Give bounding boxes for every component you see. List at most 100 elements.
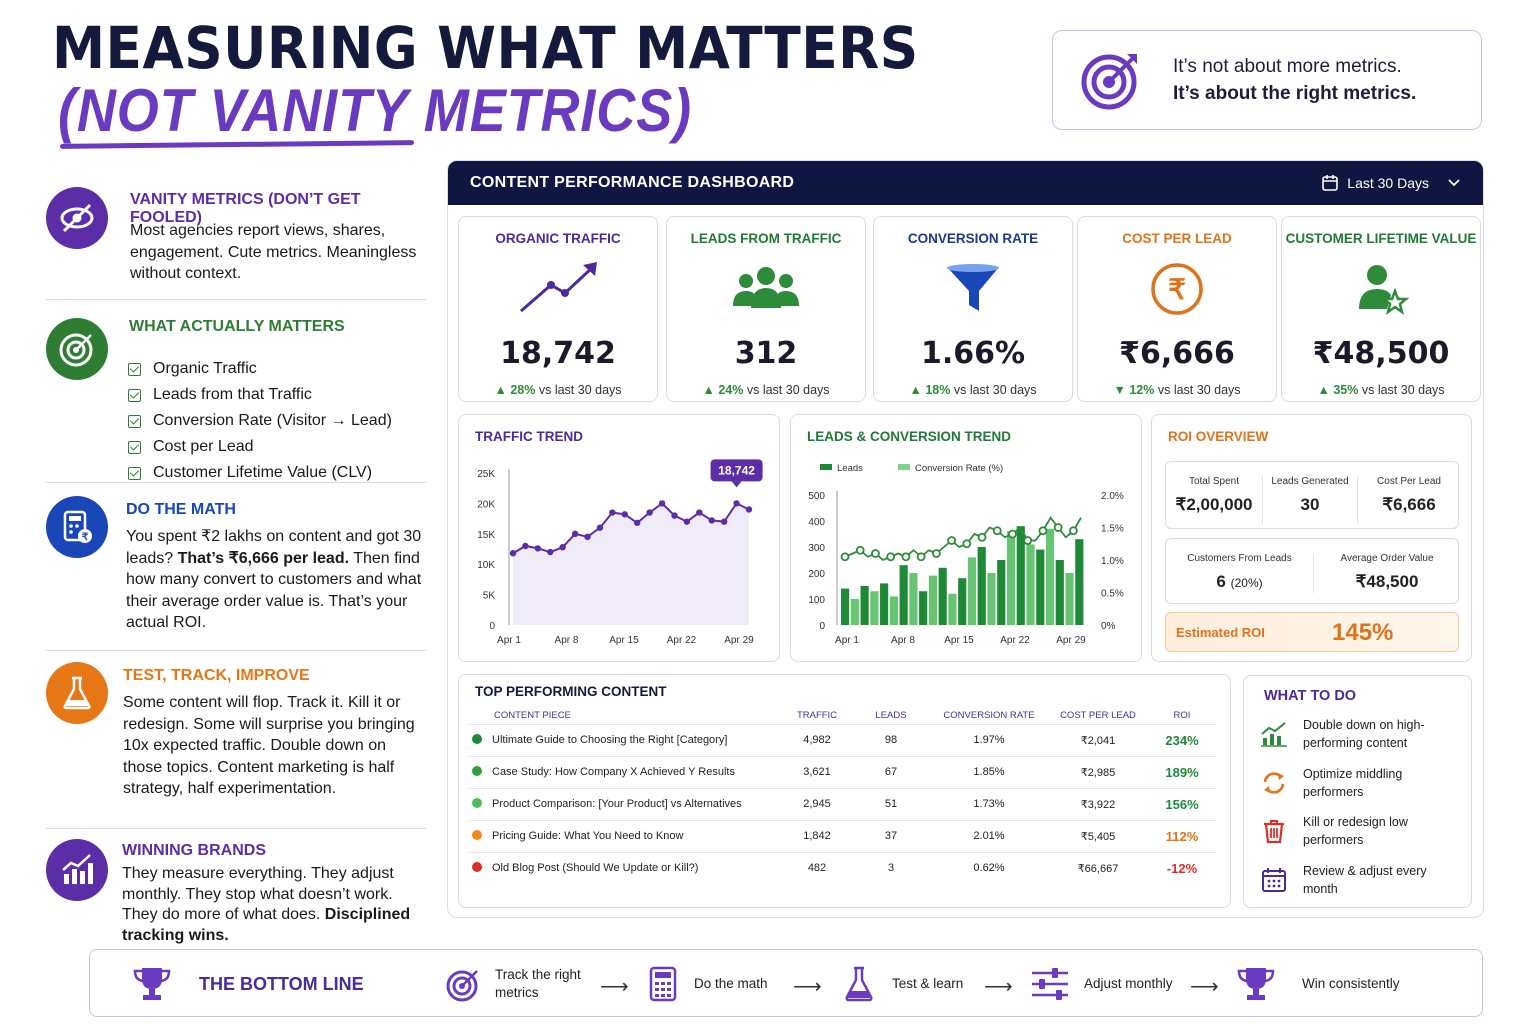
kpi-value: ₹6,666 xyxy=(1119,336,1235,371)
bar xyxy=(1065,573,1074,625)
bar xyxy=(958,578,967,625)
calendar-icon xyxy=(1262,868,1286,892)
cost-per-lead-cell: ₹2,985 xyxy=(1048,755,1148,788)
bar xyxy=(967,557,977,625)
status-dot xyxy=(472,862,482,873)
status-dot xyxy=(472,734,482,744)
calculator-icon: ₹ xyxy=(46,496,108,558)
vanity-text: Most agencies report views, shares, enga… xyxy=(130,222,417,282)
flask-icon xyxy=(46,662,108,724)
data-point xyxy=(1053,523,1063,532)
checkbox-icon xyxy=(128,414,141,428)
traffic-cell: 1,842 xyxy=(782,819,852,852)
y-tick-label: 200 xyxy=(808,569,825,580)
roi-cell: -12% xyxy=(1148,851,1216,884)
todo-item: Double down on high-performing content xyxy=(1260,716,1453,752)
series-line xyxy=(844,516,1082,562)
cost-per-lead-cell: ₹66,667 xyxy=(1048,851,1148,884)
conversion-cell: 2.01% xyxy=(930,819,1048,852)
data-point xyxy=(977,532,987,542)
arrow-right-icon: ⟶ xyxy=(793,976,822,998)
kpi-change: ▲ 18% vs last 30 days xyxy=(909,383,1037,397)
estimated-roi-box: Estimated ROI 145% xyxy=(1165,612,1459,652)
todo-item: Review & adjust every month xyxy=(1260,862,1453,898)
top-content-panel: TOP PERFORMING CONTENT xyxy=(458,674,1231,908)
leads-trend-chart: Leads Conversion Rate (%) 0 100 200 300 400 500… xyxy=(808,463,1124,646)
kpi-card-organic-traffic[interactable]: ORGANIC TRAFFIC 18,742 ▲ 28% vs last 30 … xyxy=(458,216,658,402)
roi-cell: 112% xyxy=(1148,819,1216,852)
kpi-change: ▲ 28% vs last 30 days xyxy=(494,383,622,397)
table-row[interactable]: Ultimate Guide to Choosing the Right [Ca… xyxy=(466,723,1216,756)
kpi-card-cost-per-lead[interactable]: COST PER LEAD ₹ ₹6,666 ▼ 12% vs last 30 … xyxy=(1077,216,1277,402)
table-row[interactable]: Case Study: How Company X Achieved Y Res… xyxy=(466,755,1216,788)
table-row[interactable]: Product Comparison: [Your Product] vs Al… xyxy=(466,787,1216,820)
sliders-icon xyxy=(1032,968,1068,1000)
roi-customers: Customers From Leads 6 (20%) xyxy=(1187,553,1292,591)
date-range-dropdown[interactable]: Last 30 Days xyxy=(1321,174,1461,192)
dashboard-title: CONTENT PERFORMANCE DASHBOARD xyxy=(470,174,795,191)
kpi-card-clv[interactable]: CUSTOMER LIFETIME VALUE ₹48,500 ▲ 35% vs… xyxy=(1281,216,1481,402)
trash-icon xyxy=(1264,820,1284,844)
y2-tick-label: 1.0% xyxy=(1101,556,1124,567)
test-text: Some content will flop. Track it. Kill i… xyxy=(123,694,415,797)
data-point xyxy=(745,506,753,513)
target-icon xyxy=(446,970,478,1002)
flask-icon xyxy=(845,966,873,1002)
vanity-title: VANITY METRICS (DON’T GET FOOLED) xyxy=(130,191,361,226)
bottom-step: Adjust monthly xyxy=(1030,950,1173,1018)
estimated-roi-label: Estimated ROI xyxy=(1176,625,1265,640)
conversion-cell: 1.85% xyxy=(930,755,1048,788)
data-point xyxy=(596,524,604,531)
roi-customer-box: Customers From Leads 6 (20%) Average Orde… xyxy=(1165,538,1459,604)
data-point xyxy=(1068,526,1078,536)
checkbox-icon xyxy=(128,466,141,480)
checklist-item: Organic Traffic xyxy=(128,356,392,382)
column-header: LEADS xyxy=(875,710,907,722)
roi-cell: 234% xyxy=(1148,723,1216,756)
svg-text:₹: ₹ xyxy=(1168,274,1186,305)
x-tick-label: Apr 15 xyxy=(944,635,974,646)
trophy-icon xyxy=(1237,968,1275,1000)
kpi-card-leads[interactable]: LEADS FROM TRAFFIC 312 ▲ 24% vs last 30 … xyxy=(666,216,866,402)
table-row[interactable]: Old Blog Post (Should We Update or Kill?… xyxy=(466,851,1216,884)
kpi-card-conversion[interactable]: CONVERSION RATE 1.66% ▲ 18% vs last 30 d… xyxy=(873,216,1073,402)
data-point xyxy=(931,549,941,558)
dashboard: CONTENT PERFORMANCE DASHBOARD Last 30 Da… xyxy=(447,160,1484,918)
content-name: Case Study: How Company X Achieved Y Res… xyxy=(466,755,782,788)
legend-label: Conversion Rate (%) xyxy=(915,463,1003,474)
rupee-coin-icon: ₹ xyxy=(1078,254,1276,324)
funnel-icon xyxy=(874,254,1072,324)
matters-title: WHAT ACTUALLY MATTERS xyxy=(129,318,345,335)
what-to-do-title: WHAT TO DO xyxy=(1264,688,1357,704)
checkbox-icon xyxy=(128,440,141,454)
divider xyxy=(46,299,426,300)
page-title: MEASURING WHAT MATTERS xyxy=(52,14,919,82)
todo-item: Kill or redesign low performers xyxy=(1260,813,1453,849)
data-point xyxy=(720,518,728,525)
bar xyxy=(948,593,957,625)
bar xyxy=(919,591,928,625)
status-dot xyxy=(472,766,482,776)
data-point xyxy=(621,511,628,518)
content-name: Pricing Guide: What You Need to Know xyxy=(466,819,782,852)
y2-tick-label: 2.0% xyxy=(1101,491,1124,502)
quote-line-1: It’s not about more metrics. xyxy=(1173,56,1402,77)
growth-chart-icon xyxy=(1261,722,1287,747)
table-row[interactable]: Pricing Guide: What You Need to Know 1,84… xyxy=(466,819,1216,852)
data-point xyxy=(1023,536,1033,545)
eye-slash-icon xyxy=(46,187,108,249)
traffic-cell: 4,982 xyxy=(782,723,852,756)
kpi-change: ▲ 24% vs last 30 days xyxy=(702,383,830,397)
bar xyxy=(987,573,996,625)
user-star-icon xyxy=(1282,254,1480,324)
callout-box xyxy=(710,459,763,482)
bar xyxy=(1026,544,1035,625)
leads-trend-title: LEADS & CONVERSION TREND xyxy=(807,429,1012,444)
bar xyxy=(1006,531,1016,625)
area-fill xyxy=(513,503,749,625)
data-point xyxy=(634,519,641,527)
math-title: DO THE MATH xyxy=(126,501,236,518)
data-point xyxy=(916,552,926,562)
content-name: Ultimate Guide to Choosing the Right [Ca… xyxy=(466,723,782,756)
y-tick-label: 25K xyxy=(477,469,495,480)
